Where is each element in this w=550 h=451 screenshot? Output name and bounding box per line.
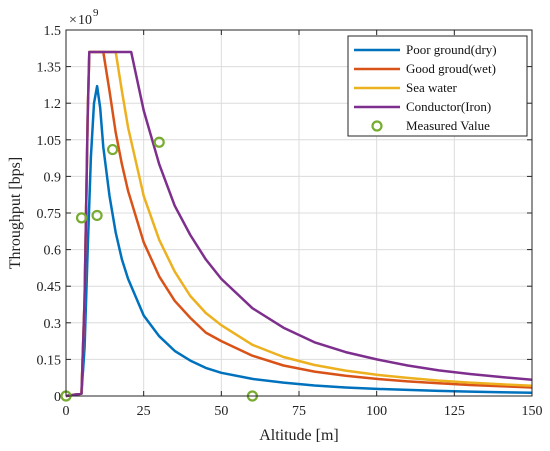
x-tick-label: 25 [137, 404, 151, 419]
measured-point [91, 209, 103, 222]
legend-label-sea-water: Sea water [406, 80, 458, 95]
y-tick-label: 0.75 [37, 207, 62, 222]
y-axis-multiplier: × 10 9 [69, 7, 99, 28]
x-tick-label: 0 [63, 404, 70, 419]
y-tick-label: 0.45 [37, 280, 62, 295]
legend-marker-measured [371, 120, 383, 132]
multiplier-exponent: 9 [93, 7, 99, 19]
x-tick-labels: 0 25 50 75 100 125 150 [63, 404, 543, 419]
measured-point [106, 143, 119, 156]
y-tick-label: 0.15 [37, 353, 62, 368]
series-line-poor-ground-dry [65, 84, 533, 398]
y-tick-label: 1.05 [37, 134, 62, 149]
measured-point [153, 136, 165, 148]
y-tick-label: 0.9 [44, 170, 62, 185]
y-tick-label: 0 [54, 390, 61, 405]
legend-label-conductor: Conductor(Iron) [406, 99, 491, 114]
tick-marks [65, 29, 533, 397]
legend-entry-sea-water: Sea water [354, 80, 458, 95]
series-line-conductor-iron [65, 50, 533, 398]
y-axis-title: Throughput [bps] [7, 157, 24, 269]
legend-entry-measured: Measured Value [371, 118, 490, 133]
legend-entry-conductor: Conductor(Iron) [354, 99, 491, 114]
multiplier-base: 10 [78, 13, 92, 28]
x-tick-label: 50 [214, 404, 228, 419]
x-tick-label: 75 [292, 404, 306, 419]
x-axis-title: Altitude [m] [259, 427, 339, 444]
y-tick-label: 1.2 [44, 97, 62, 112]
x-tick-label: 125 [444, 404, 465, 419]
legend-entry-good-ground: Good groud(wet) [354, 61, 496, 76]
legend-entry-poor-ground: Poor ground(dry) [354, 42, 497, 57]
legend-label-good-ground: Good groud(wet) [406, 61, 496, 76]
legend: Poor ground(dry) Good groud(wet) Sea wat… [347, 35, 528, 137]
legend-label-measured: Measured Value [406, 118, 490, 133]
measured-point [75, 212, 88, 224]
y-tick-label: 1.35 [37, 61, 62, 76]
y-tick-label: 1.5 [44, 24, 62, 39]
x-tick-label: 150 [522, 404, 543, 419]
multiplier-times-sign: × [69, 13, 77, 28]
legend-box [347, 35, 528, 137]
y-tick-labels: 0 0.15 0.3 0.45 0.6 0.75 0.9 1.05 1.2 1.35 1.5 [37, 24, 62, 405]
legend-label-poor-ground: Poor ground(dry) [406, 42, 497, 57]
y-tick-label: 0.3 [44, 317, 62, 332]
y-tick-label: 0.6 [44, 244, 62, 259]
x-tick-label: 100 [366, 404, 387, 419]
